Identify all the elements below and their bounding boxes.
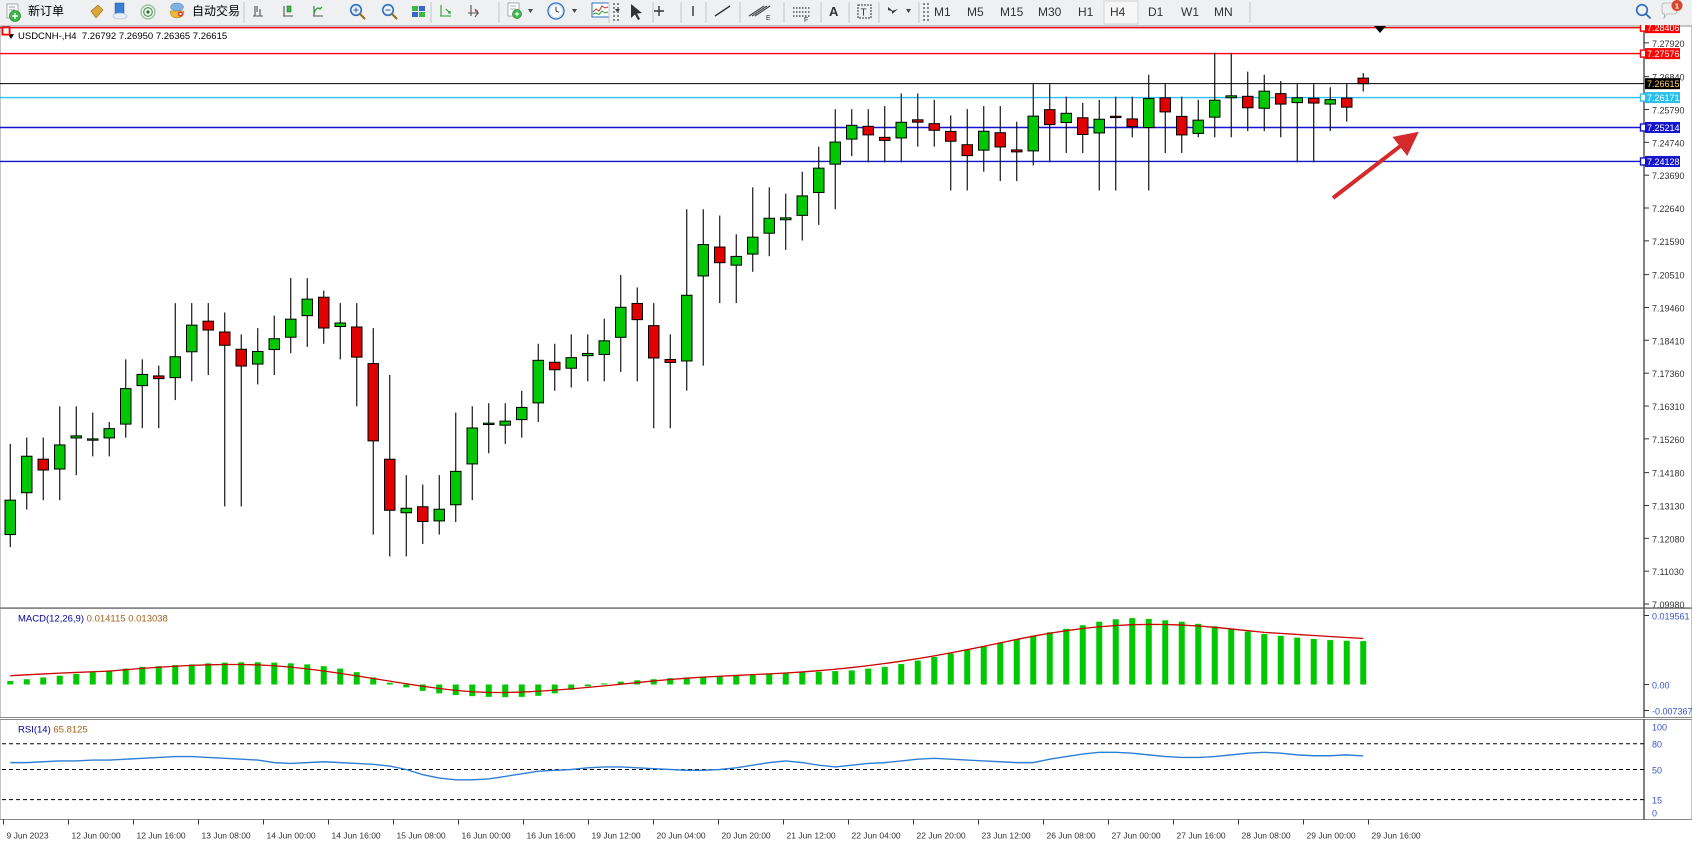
svg-text:7.12080: 7.12080: [1652, 534, 1685, 544]
svg-text:26 Jun 08:00: 26 Jun 08:00: [1047, 831, 1096, 841]
svg-text:0: 0: [1652, 809, 1657, 819]
svg-text:22 Jun 04:00: 22 Jun 04:00: [852, 831, 901, 841]
svg-text:7.13130: 7.13130: [1652, 501, 1685, 511]
svg-text:7.24740: 7.24740: [1652, 138, 1685, 148]
svg-text:M30: M30: [1038, 5, 1062, 19]
svg-text:12 Jun 00:00: 12 Jun 00:00: [72, 831, 121, 841]
svg-text:7.27920: 7.27920: [1652, 39, 1685, 49]
svg-text:7.27576: 7.27576: [1647, 49, 1680, 59]
svg-text:0.019561: 0.019561: [1652, 612, 1690, 622]
svg-text:7.25790: 7.25790: [1652, 105, 1685, 115]
svg-text:21 Jun 12:00: 21 Jun 12:00: [787, 831, 836, 841]
svg-text:80: 80: [1652, 740, 1662, 750]
svg-text:12 Jun 16:00: 12 Jun 16:00: [137, 831, 186, 841]
svg-text:F: F: [804, 17, 808, 24]
svg-text:0.00: 0.00: [1652, 681, 1670, 691]
svg-text:7.15260: 7.15260: [1652, 435, 1685, 445]
svg-text:20 Jun 20:00: 20 Jun 20:00: [722, 831, 771, 841]
svg-text:7.18410: 7.18410: [1652, 336, 1685, 346]
svg-text:7.22640: 7.22640: [1652, 204, 1685, 214]
svg-text:9 Jun 2023: 9 Jun 2023: [7, 831, 49, 841]
svg-text:29 Jun 16:00: 29 Jun 16:00: [1372, 831, 1421, 841]
svg-text:7.23690: 7.23690: [1652, 171, 1685, 181]
svg-text:7.14180: 7.14180: [1652, 469, 1685, 479]
svg-text:16 Jun 16:00: 16 Jun 16:00: [527, 831, 576, 841]
svg-text:USDCNH-,H4 7.26792 7.26950 7.: USDCNH-,H4 7.26792 7.26950 7.26365 7.266…: [18, 31, 227, 42]
svg-text:D1: D1: [1148, 5, 1164, 19]
svg-text:M15: M15: [1000, 5, 1024, 19]
svg-text:13 Jun 08:00: 13 Jun 08:00: [202, 831, 251, 841]
svg-text:7.26615: 7.26615: [1647, 79, 1680, 89]
svg-text:28 Jun 08:00: 28 Jun 08:00: [1242, 831, 1291, 841]
svg-text:27 Jun 16:00: 27 Jun 16:00: [1177, 831, 1226, 841]
svg-text:E: E: [766, 15, 771, 22]
svg-text:100: 100: [1652, 723, 1667, 733]
svg-text:7.16310: 7.16310: [1652, 402, 1685, 412]
svg-text:7.28406: 7.28406: [1647, 25, 1680, 33]
svg-text:19 Jun 12:00: 19 Jun 12:00: [592, 831, 641, 841]
svg-text:7.11030: 7.11030: [1652, 567, 1684, 577]
svg-text:1: 1: [1675, 1, 1679, 10]
svg-text:15: 15: [1652, 796, 1662, 806]
svg-text:7.17360: 7.17360: [1652, 369, 1685, 379]
svg-text:7.25214: 7.25214: [1647, 123, 1680, 133]
svg-text:W1: W1: [1181, 5, 1199, 19]
svg-text:MACD(12,26,9) 0.014115 0.01303: MACD(12,26,9) 0.014115 0.013038: [18, 614, 168, 625]
svg-text:A: A: [829, 4, 839, 19]
svg-text:7.24128: 7.24128: [1647, 157, 1680, 167]
svg-text:20 Jun 04:00: 20 Jun 04:00: [657, 831, 706, 841]
svg-text:50: 50: [1652, 766, 1662, 776]
svg-text:M1: M1: [934, 5, 951, 19]
svg-text:14 Jun 00:00: 14 Jun 00:00: [267, 831, 316, 841]
svg-text:7.21590: 7.21590: [1652, 237, 1685, 247]
svg-text:7.20510: 7.20510: [1652, 271, 1685, 281]
svg-text:-0.007367: -0.007367: [1652, 707, 1692, 717]
svg-text:M5: M5: [967, 5, 984, 19]
svg-text:14 Jun 16:00: 14 Jun 16:00: [332, 831, 381, 841]
svg-text:H1: H1: [1078, 5, 1094, 19]
svg-text:22 Jun 20:00: 22 Jun 20:00: [917, 831, 966, 841]
svg-text:16 Jun 00:00: 16 Jun 00:00: [462, 831, 511, 841]
svg-text:RSI(14) 65.8125: RSI(14) 65.8125: [18, 725, 88, 736]
svg-text:27 Jun 00:00: 27 Jun 00:00: [1112, 831, 1161, 841]
svg-text:15 Jun 08:00: 15 Jun 08:00: [397, 831, 446, 841]
svg-text:新订单: 新订单: [28, 3, 64, 18]
svg-text:T: T: [861, 8, 867, 19]
svg-text:H4: H4: [1110, 5, 1126, 19]
svg-text:7.26171: 7.26171: [1647, 93, 1680, 103]
svg-text:7.19460: 7.19460: [1652, 303, 1685, 313]
svg-text:29 Jun 00:00: 29 Jun 00:00: [1307, 831, 1356, 841]
svg-text:23 Jun 12:00: 23 Jun 12:00: [982, 831, 1031, 841]
svg-text:MN: MN: [1214, 5, 1233, 19]
svg-text:自动交易: 自动交易: [192, 3, 240, 18]
